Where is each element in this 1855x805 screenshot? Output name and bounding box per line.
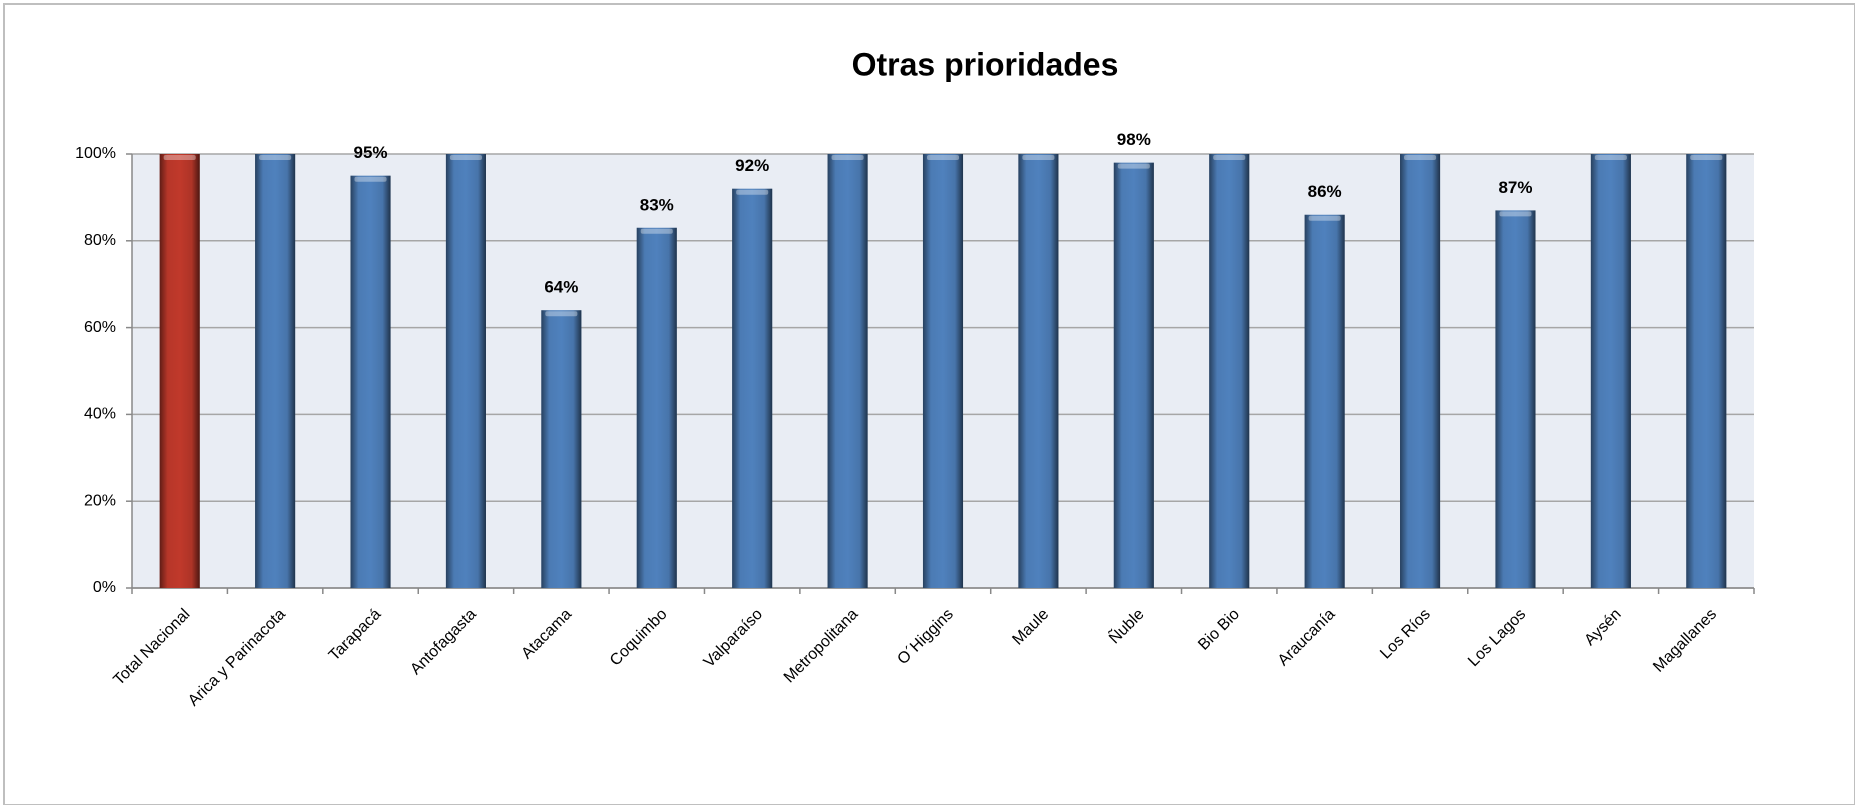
bar-shading xyxy=(541,310,582,588)
bar-cap xyxy=(449,155,482,160)
value-label: 83% xyxy=(640,195,674,214)
bar-cap xyxy=(1594,155,1627,160)
bar-shading xyxy=(445,154,486,588)
y-tick-label: 40% xyxy=(84,406,116,423)
bar-cap xyxy=(1690,155,1723,160)
bar-cap xyxy=(1213,155,1246,160)
bar-shading xyxy=(1209,154,1250,588)
bar-cap xyxy=(926,155,960,160)
value-label: 87% xyxy=(1498,178,1532,197)
bar-shading xyxy=(350,175,391,588)
bar-shading xyxy=(1686,154,1727,588)
bar-cap xyxy=(259,155,292,160)
bar-shading xyxy=(1400,154,1441,588)
value-label: 86% xyxy=(1308,182,1342,201)
bar-cap xyxy=(1022,155,1055,160)
bar-shading xyxy=(1590,154,1631,588)
bar-shading xyxy=(159,154,200,588)
bar-cap xyxy=(545,311,578,317)
y-tick-label: 80% xyxy=(84,232,116,249)
bar-shading xyxy=(1495,210,1536,589)
bar-cap xyxy=(1308,215,1341,221)
bar-shading xyxy=(922,154,964,588)
bar-shading xyxy=(255,154,296,588)
bar-cap xyxy=(1117,163,1150,169)
bar-cap xyxy=(1499,211,1532,217)
y-tick-label: 100% xyxy=(75,145,116,162)
y-tick-label: 20% xyxy=(84,492,116,509)
y-tick-label: 0% xyxy=(93,579,116,596)
bar-shading xyxy=(732,188,773,588)
bar-cap xyxy=(354,176,387,182)
bar-cap xyxy=(163,155,196,160)
bar-cap xyxy=(640,228,673,234)
value-label: 64% xyxy=(544,278,578,297)
bar-shading xyxy=(1113,162,1154,588)
bar-shading xyxy=(827,154,868,588)
bar-cap xyxy=(831,155,864,160)
value-label: 98% xyxy=(1117,130,1151,149)
bar-cap xyxy=(736,189,769,195)
bar-cap xyxy=(1404,155,1437,160)
chart-title: Otras prioridades xyxy=(852,46,1119,82)
value-label: 92% xyxy=(735,156,769,175)
bar-shading xyxy=(636,227,677,588)
y-tick-label: 60% xyxy=(84,319,116,336)
bar-shading xyxy=(1018,154,1059,588)
bar-shading xyxy=(1304,214,1345,588)
value-label: 95% xyxy=(354,143,388,162)
